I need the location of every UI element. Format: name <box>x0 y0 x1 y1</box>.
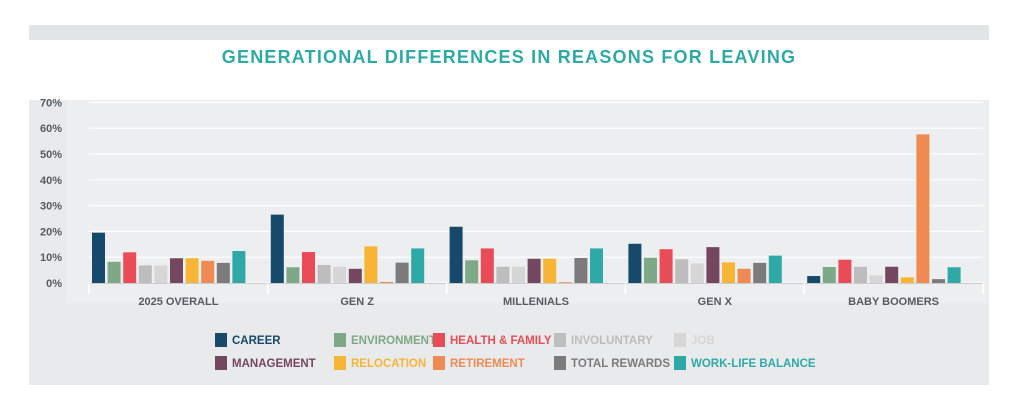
legend-swatch-environment <box>334 333 346 347</box>
x-category-label: 2025 OVERALL <box>138 296 218 308</box>
bar-relocation-2025-overall <box>185 258 199 283</box>
chart-title: GENERATIONAL DIFFERENCES IN REASONS FOR … <box>221 47 797 67</box>
bar-environment-gen-x <box>644 257 657 283</box>
x-category-label: GEN X <box>698 296 733 308</box>
legend-label-management: MANAGEMENT <box>232 358 316 370</box>
bar-total-rewards-2025-overall <box>216 262 230 283</box>
x-axis: 2025 OVERALL GEN Z MILLENIALS GEN X BABY BOO… <box>88 283 984 308</box>
chart-card: GENERATIONAL DIFFERENCES IN REASONS FOR … <box>29 25 989 385</box>
y-axis: 0% 10% 20% 30% 40% 50% 60% 70% <box>40 97 62 290</box>
y-tick-label: 40% <box>40 175 62 187</box>
bar-environment-2025-overall <box>107 261 121 283</box>
bar-management-baby-boomers <box>885 266 899 283</box>
bar-involuntary-baby-boomers <box>854 266 867 283</box>
legend-swatch-health-and-family <box>433 333 445 347</box>
bar-total-rewards-gen-z <box>395 262 409 283</box>
bar-total-rewards-baby-boomers <box>932 279 945 283</box>
bar-work-life-balance-gen-z <box>411 248 425 283</box>
bars <box>92 134 961 283</box>
bar-relocation-gen-z <box>364 246 378 283</box>
legend-label-involuntary: INVOLUNTARY <box>571 335 653 347</box>
top-band <box>29 25 989 40</box>
bar-relocation-gen-x <box>722 262 735 283</box>
bar-health-and-family-baby-boomers <box>838 259 852 283</box>
bar-involuntary-gen-z <box>317 264 331 283</box>
bar-health-and-family-gen-x <box>659 249 673 283</box>
legend-label-job: JOB <box>691 335 715 347</box>
bar-job-2025-overall <box>154 265 168 283</box>
x-category-label: BABY BOOMERS <box>848 296 939 308</box>
legend-swatch-job <box>674 333 686 347</box>
bar-management-2025-overall <box>170 258 183 283</box>
bar-career-gen-x <box>628 243 642 283</box>
legend-label-total-rewards: TOTAL REWARDS <box>571 358 670 370</box>
bar-job-millenials <box>512 266 525 283</box>
legend-label-career: CAREER <box>232 335 281 347</box>
chart-plot: 0% 10% 20% 30% 40% 50% 60% 70% 2025 OVERALL GEN … <box>40 97 987 370</box>
bar-environment-gen-z <box>286 267 300 283</box>
bar-work-life-balance-gen-x <box>768 255 782 283</box>
y-tick-label: 30% <box>40 201 62 213</box>
legend-swatch-involuntary <box>554 333 566 347</box>
legend-label-relocation: RELOCATION <box>351 358 426 370</box>
legend-label-environment: ENVIRONMENT <box>351 335 436 347</box>
bar-management-gen-z <box>348 268 362 283</box>
bar-career-millenials <box>449 226 463 283</box>
bar-work-life-balance-baby-boomers <box>947 267 961 283</box>
legend-swatch-management <box>215 356 227 370</box>
bar-health-and-family-millenials <box>480 248 494 283</box>
legend-swatch-total-rewards <box>554 356 566 370</box>
bar-job-gen-x <box>690 263 704 283</box>
legend-swatch-retirement <box>433 356 445 370</box>
bar-career-gen-z <box>270 214 284 283</box>
bar-total-rewards-gen-x <box>753 262 767 283</box>
bar-management-millenials <box>527 258 541 283</box>
bar-career-baby-boomers <box>807 276 821 283</box>
bar-total-rewards-millenials <box>574 257 588 283</box>
bar-involuntary-gen-x <box>675 259 689 283</box>
y-tick-label: 20% <box>40 226 62 238</box>
x-category-label: GEN Z <box>340 296 374 308</box>
legend: CAREER ENVIRONMENT HEALTH & FAMILY INVOLUNT… <box>215 333 816 370</box>
bar-involuntary-millenials <box>496 266 510 283</box>
bar-retirement-millenials <box>558 282 572 283</box>
legend-label-health-and-family: HEALTH & FAMILY <box>450 335 552 347</box>
bar-relocation-millenials <box>543 258 557 283</box>
y-tick-label: 60% <box>40 123 62 135</box>
y-tick-label: 0% <box>46 278 62 290</box>
legend-label-work-life-balance: WORK-LIFE BALANCE <box>691 358 816 370</box>
y-tick-label: 50% <box>40 149 62 161</box>
bar-retirement-gen-x <box>737 268 751 283</box>
bar-work-life-balance-millenials <box>590 248 603 283</box>
legend-label-retirement: RETIREMENT <box>450 358 525 370</box>
bar-involuntary-2025-overall <box>138 265 152 283</box>
title-strip <box>29 40 989 100</box>
bar-environment-millenials <box>465 260 479 283</box>
bar-job-baby-boomers <box>869 275 883 283</box>
bar-relocation-baby-boomers <box>900 277 914 283</box>
bar-health-and-family-gen-z <box>302 252 315 283</box>
bar-environment-baby-boomers <box>822 267 836 283</box>
legend-swatch-work-life-balance <box>674 356 686 370</box>
bar-career-2025-overall <box>92 232 105 283</box>
x-category-label: MILLENIALS <box>503 296 569 308</box>
bar-management-gen-x <box>706 247 720 283</box>
legend-swatch-relocation <box>334 356 346 370</box>
bar-job-gen-z <box>333 266 347 283</box>
bar-retirement-2025-overall <box>201 260 215 283</box>
bar-health-and-family-2025-overall <box>123 252 137 283</box>
bar-retirement-gen-z <box>380 281 393 283</box>
bar-retirement-baby-boomers <box>916 134 930 283</box>
y-tick-label: 70% <box>40 97 62 109</box>
bar-work-life-balance-2025-overall <box>232 251 246 283</box>
y-tick-label: 10% <box>40 252 62 264</box>
legend-swatch-career <box>215 333 227 347</box>
